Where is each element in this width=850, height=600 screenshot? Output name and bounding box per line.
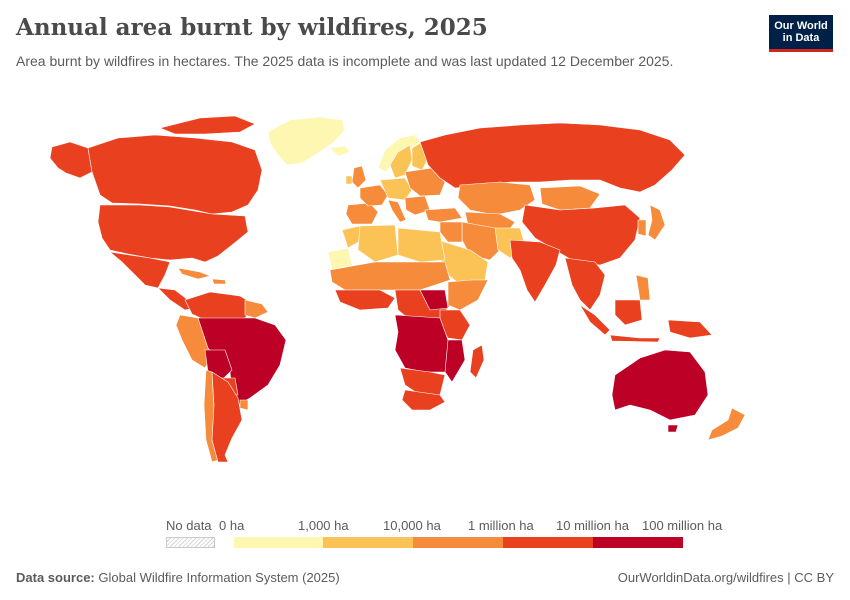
- region-turkey[interactable]: [424, 207, 463, 223]
- region-italy[interactable]: [387, 199, 407, 223]
- region-sumatra[interactable]: [579, 304, 611, 336]
- region-cuba[interactable]: [177, 267, 211, 280]
- region-uruguay[interactable]: [239, 399, 249, 411]
- legend-bin-2[interactable]: [323, 537, 413, 548]
- legend-tick-0: 0 ha: [219, 518, 245, 533]
- legend-no-data-label: No data: [166, 518, 212, 533]
- owid-logo[interactable]: Our World in Data: [769, 15, 833, 52]
- legend-bin-5[interactable]: [593, 537, 683, 548]
- legend-bin-4[interactable]: [503, 537, 593, 548]
- region-algeria[interactable]: [357, 224, 399, 263]
- region-korea[interactable]: [637, 219, 647, 237]
- legend-no-data-swatch[interactable]: [166, 537, 215, 548]
- region-mainland-sea[interactable]: [564, 257, 606, 311]
- region-hispaniola[interactable]: [211, 278, 227, 285]
- logo-line-2: in Data: [782, 32, 820, 44]
- region-iberia[interactable]: [345, 202, 379, 225]
- region-iraq-syria[interactable]: [439, 221, 463, 243]
- legend-tick-4: 10 million ha: [556, 518, 629, 533]
- region-madagascar[interactable]: [469, 344, 485, 379]
- chart-subtitle: Area burnt by wildfires in hectares. The…: [16, 53, 674, 69]
- region-south-africa[interactable]: [401, 389, 446, 411]
- region-central-europe[interactable]: [379, 177, 413, 201]
- region-japan[interactable]: [647, 204, 666, 241]
- region-russia[interactable]: [419, 122, 686, 193]
- region-mongolia[interactable]: [539, 185, 601, 211]
- region-balkans[interactable]: [404, 195, 431, 216]
- region-borneo[interactable]: [614, 299, 643, 326]
- region-australia[interactable]: [611, 349, 709, 421]
- region-alaska[interactable]: [49, 141, 93, 179]
- region-west-africa[interactable]: [334, 289, 396, 311]
- region-tasmania[interactable]: [667, 424, 679, 433]
- footer-url[interactable]: OurWorldinData.org/wildfires | CC BY: [617, 570, 834, 585]
- region-new-guinea[interactable]: [667, 319, 713, 339]
- world-map[interactable]: [0, 100, 850, 500]
- region-india[interactable]: [509, 239, 561, 303]
- region-greenland[interactable]: [267, 116, 346, 166]
- region-sulawesi-java[interactable]: [609, 334, 661, 343]
- region-ethiopia-horn[interactable]: [447, 279, 489, 311]
- legend-tick-3: 1 million ha: [468, 518, 534, 533]
- region-new-zealand[interactable]: [707, 407, 746, 441]
- legend-tick-5: 100 million ha: [642, 518, 723, 533]
- region-south-sudan[interactable]: [419, 289, 449, 311]
- region-canada-arctic[interactable]: [159, 115, 256, 135]
- chart-title: Annual area burnt by wildfires, 2025: [16, 14, 488, 41]
- region-libya-egypt[interactable]: [397, 227, 446, 263]
- region-western-sahara[interactable]: [327, 247, 353, 271]
- data-source: Data source: Global Wildfire Information…: [16, 570, 340, 585]
- region-uk[interactable]: [351, 165, 367, 189]
- region-canada[interactable]: [87, 134, 263, 215]
- region-mozambique[interactable]: [444, 339, 466, 383]
- region-guianas[interactable]: [244, 299, 269, 319]
- region-kazakhstan[interactable]: [457, 181, 536, 216]
- logo-accent-bar: [769, 49, 833, 52]
- region-usa[interactable]: [97, 204, 249, 263]
- region-france[interactable]: [359, 184, 389, 207]
- region-china[interactable]: [521, 204, 641, 266]
- legend-tick-1: 1,000 ha: [298, 518, 349, 533]
- data-source-text[interactable]: Global Wildfire Information System (2025…: [98, 570, 340, 585]
- legend-tick-2: 10,000 ha: [383, 518, 441, 533]
- region-ireland[interactable]: [345, 175, 353, 185]
- logo-line-1: Our World: [774, 20, 828, 32]
- legend-bin-1[interactable]: [234, 537, 323, 548]
- region-argentina[interactable]: [211, 371, 243, 463]
- legend-bin-3[interactable]: [413, 537, 503, 548]
- data-source-label: Data source:: [16, 570, 95, 585]
- region-iceland[interactable]: [329, 145, 351, 157]
- region-congo-angola[interactable]: [394, 314, 459, 373]
- region-sahel[interactable]: [329, 261, 451, 291]
- region-philippines[interactable]: [635, 274, 651, 301]
